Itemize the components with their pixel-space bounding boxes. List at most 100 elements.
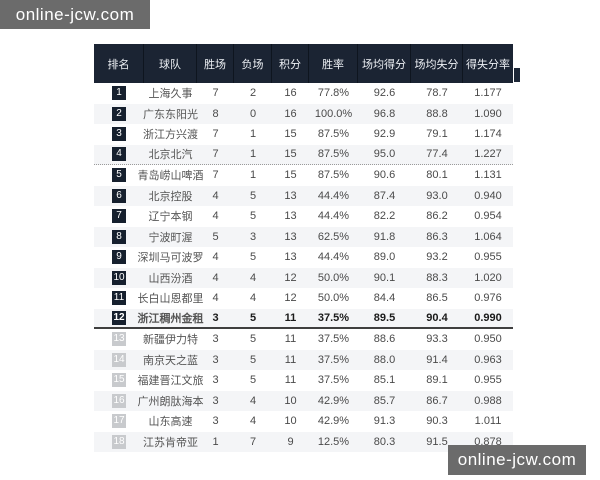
table-body: 1 上海久事 7 2 16 77.8% 92.6 78.7 1.177 2 广东东阳光 8 0 16 100…	[94, 83, 513, 452]
win-rate-value: 12.5%	[317, 435, 350, 448]
points-value: 15	[284, 128, 297, 141]
rank-cell: 18	[94, 434, 144, 449]
losses-value: 4	[249, 271, 257, 284]
table-row: 17 山东高速 3 4 10 42.9% 91.3 90.3 1.011	[94, 411, 513, 432]
table-row: 10 山西汾酒 4 4 12 50.0% 90.1 88.3 1.020	[94, 267, 513, 288]
table-row: 5 青岛崂山啤酒 7 1 15 87.5% 90.6 80.1 1.131	[94, 165, 513, 186]
scrollbar-thumb[interactable]	[514, 68, 520, 82]
rank-badge: 2	[112, 106, 126, 121]
table-row: 18 江苏肯帝亚 1 7 9 12.5% 80.3 91.5 0.878	[94, 431, 513, 452]
rank-cell: 10	[94, 270, 144, 285]
rank-badge: 18	[112, 434, 126, 449]
wins-value: 4	[212, 210, 219, 223]
rank-badge: 3	[112, 127, 126, 142]
win-rate-value: 37.5%	[317, 333, 350, 346]
avg-conceded-value: 80.1	[426, 169, 448, 182]
avg-conceded-value: 86.3	[426, 230, 448, 243]
win-rate-value: 77.8%	[317, 87, 350, 100]
losses-value: 2	[249, 87, 257, 100]
ratio-value: 0.963	[474, 353, 502, 366]
points-value: 10	[284, 415, 297, 428]
avg-scored-value: 92.9	[373, 128, 396, 141]
rank-cell: 2	[94, 106, 144, 121]
ratio-value: 0.940	[474, 189, 502, 202]
rank-badge: 17	[112, 414, 126, 429]
column-header-rank: 排名	[94, 44, 144, 83]
table-row: 13 新疆伊力特 3 5 11 37.5% 88.6 93.3 0.950	[94, 329, 513, 350]
column-header-wins: 胜场	[197, 44, 234, 83]
points-value: 13	[284, 210, 297, 223]
rank-badge: 11	[112, 291, 126, 306]
points-value: 9	[287, 435, 294, 448]
ratio-value: 0.950	[474, 333, 502, 346]
win-rate-value: 87.5%	[317, 169, 350, 182]
wins-value: 7	[212, 148, 219, 161]
wins-value: 3	[212, 415, 219, 428]
avg-conceded-value: 91.5	[426, 435, 448, 448]
column-header-avg-scored: 场均得分	[358, 44, 411, 83]
wins-value: 3	[212, 394, 219, 407]
points-value: 16	[284, 87, 297, 100]
team-name: 宁波町渥	[148, 231, 193, 244]
ratio-value: 0.954	[474, 210, 502, 223]
team-name: 广州朗肽海本	[137, 395, 204, 408]
table-row: 12 浙江稠州金租 3 5 11 37.5% 89.5 90.4 0.990	[94, 308, 513, 329]
rank-cell: 16	[94, 393, 144, 408]
rank-cell: 12	[94, 310, 144, 325]
team-name: 南京天之蓝	[143, 354, 198, 367]
team-name: 山东高速	[148, 416, 193, 429]
team-name: 辽宁本钢	[148, 211, 193, 224]
table-row: 1 上海久事 7 2 16 77.8% 92.6 78.7 1.177	[94, 83, 513, 104]
ratio-value: 1.090	[474, 107, 502, 120]
avg-scored-value: 80.3	[373, 435, 396, 448]
avg-scored-value: 88.0	[373, 353, 396, 366]
table-row: 14 南京天之蓝 3 5 11 37.5% 88.0 91.4 0.963	[94, 349, 513, 370]
rank-cell: 5	[94, 168, 144, 183]
ratio-value: 0.976	[474, 292, 502, 305]
table-row: 11 长白山恩都里 4 4 12 50.0% 84.4 86.5 0.976	[94, 288, 513, 309]
losses-value: 1	[249, 169, 257, 182]
team-name: 上海久事	[148, 88, 193, 101]
avg-conceded-value: 89.1	[426, 374, 448, 387]
team-name: 新疆伊力特	[143, 334, 198, 347]
win-rate-value: 50.0%	[317, 292, 350, 305]
points-value: 13	[284, 251, 297, 264]
avg-conceded-value: 78.7	[426, 87, 448, 100]
avg-scored-value: 85.1	[373, 374, 396, 387]
column-header-win-rate: 胜率	[309, 44, 358, 83]
wins-value: 7	[212, 128, 219, 141]
table-row: 2 广东东阳光 8 0 16 100.0% 96.8 88.8 1.090	[94, 103, 513, 124]
team-name: 北京北汽	[148, 149, 193, 162]
win-rate-value: 44.4%	[317, 189, 350, 202]
losses-value: 1	[249, 148, 257, 161]
points-value: 13	[284, 230, 297, 243]
column-header-points: 积分	[272, 44, 309, 83]
wins-value: 3	[212, 311, 219, 324]
avg-conceded-value: 86.7	[426, 394, 448, 407]
rank-cell: 17	[94, 414, 144, 429]
win-rate-value: 44.4%	[317, 210, 350, 223]
ratio-value: 0.878	[474, 435, 502, 448]
table-row: 3 浙江方兴渡 7 1 15 87.5% 92.9 79.1 1.174	[94, 124, 513, 145]
team-name: 广东东阳光	[143, 108, 198, 121]
points-value: 12	[284, 292, 297, 305]
rank-cell: 4	[94, 147, 144, 162]
win-rate-value: 37.5%	[317, 353, 350, 366]
avg-scored-value: 89.5	[373, 311, 396, 324]
table-row: 8 宁波町渥 5 3 13 62.5% 91.8 86.3 1.064	[94, 226, 513, 247]
column-header-avg-conceded: 场均失分	[411, 44, 463, 83]
points-value: 16	[284, 107, 297, 120]
rank-badge: 6	[112, 188, 126, 203]
team-name: 山西汾酒	[148, 272, 193, 285]
wins-value: 4	[212, 271, 219, 284]
points-value: 15	[284, 169, 297, 182]
wins-value: 7	[212, 169, 219, 182]
rank-cell: 9	[94, 250, 144, 265]
avg-conceded-value: 86.2	[426, 210, 448, 223]
rank-badge: 14	[112, 352, 126, 367]
table-header-row: 排名 球队 胜场 负场 积分 胜率 场均得分 场均失分 得失分率	[94, 44, 513, 83]
table-row: 15 福建晋江文旅 3 5 11 37.5% 85.1 89.1 0.955	[94, 370, 513, 391]
table-row: 7 辽宁本钢 4 5 13 44.4% 82.2 86.2 0.954	[94, 206, 513, 227]
ratio-value: 0.990	[474, 311, 502, 324]
losses-value: 0	[249, 107, 257, 120]
